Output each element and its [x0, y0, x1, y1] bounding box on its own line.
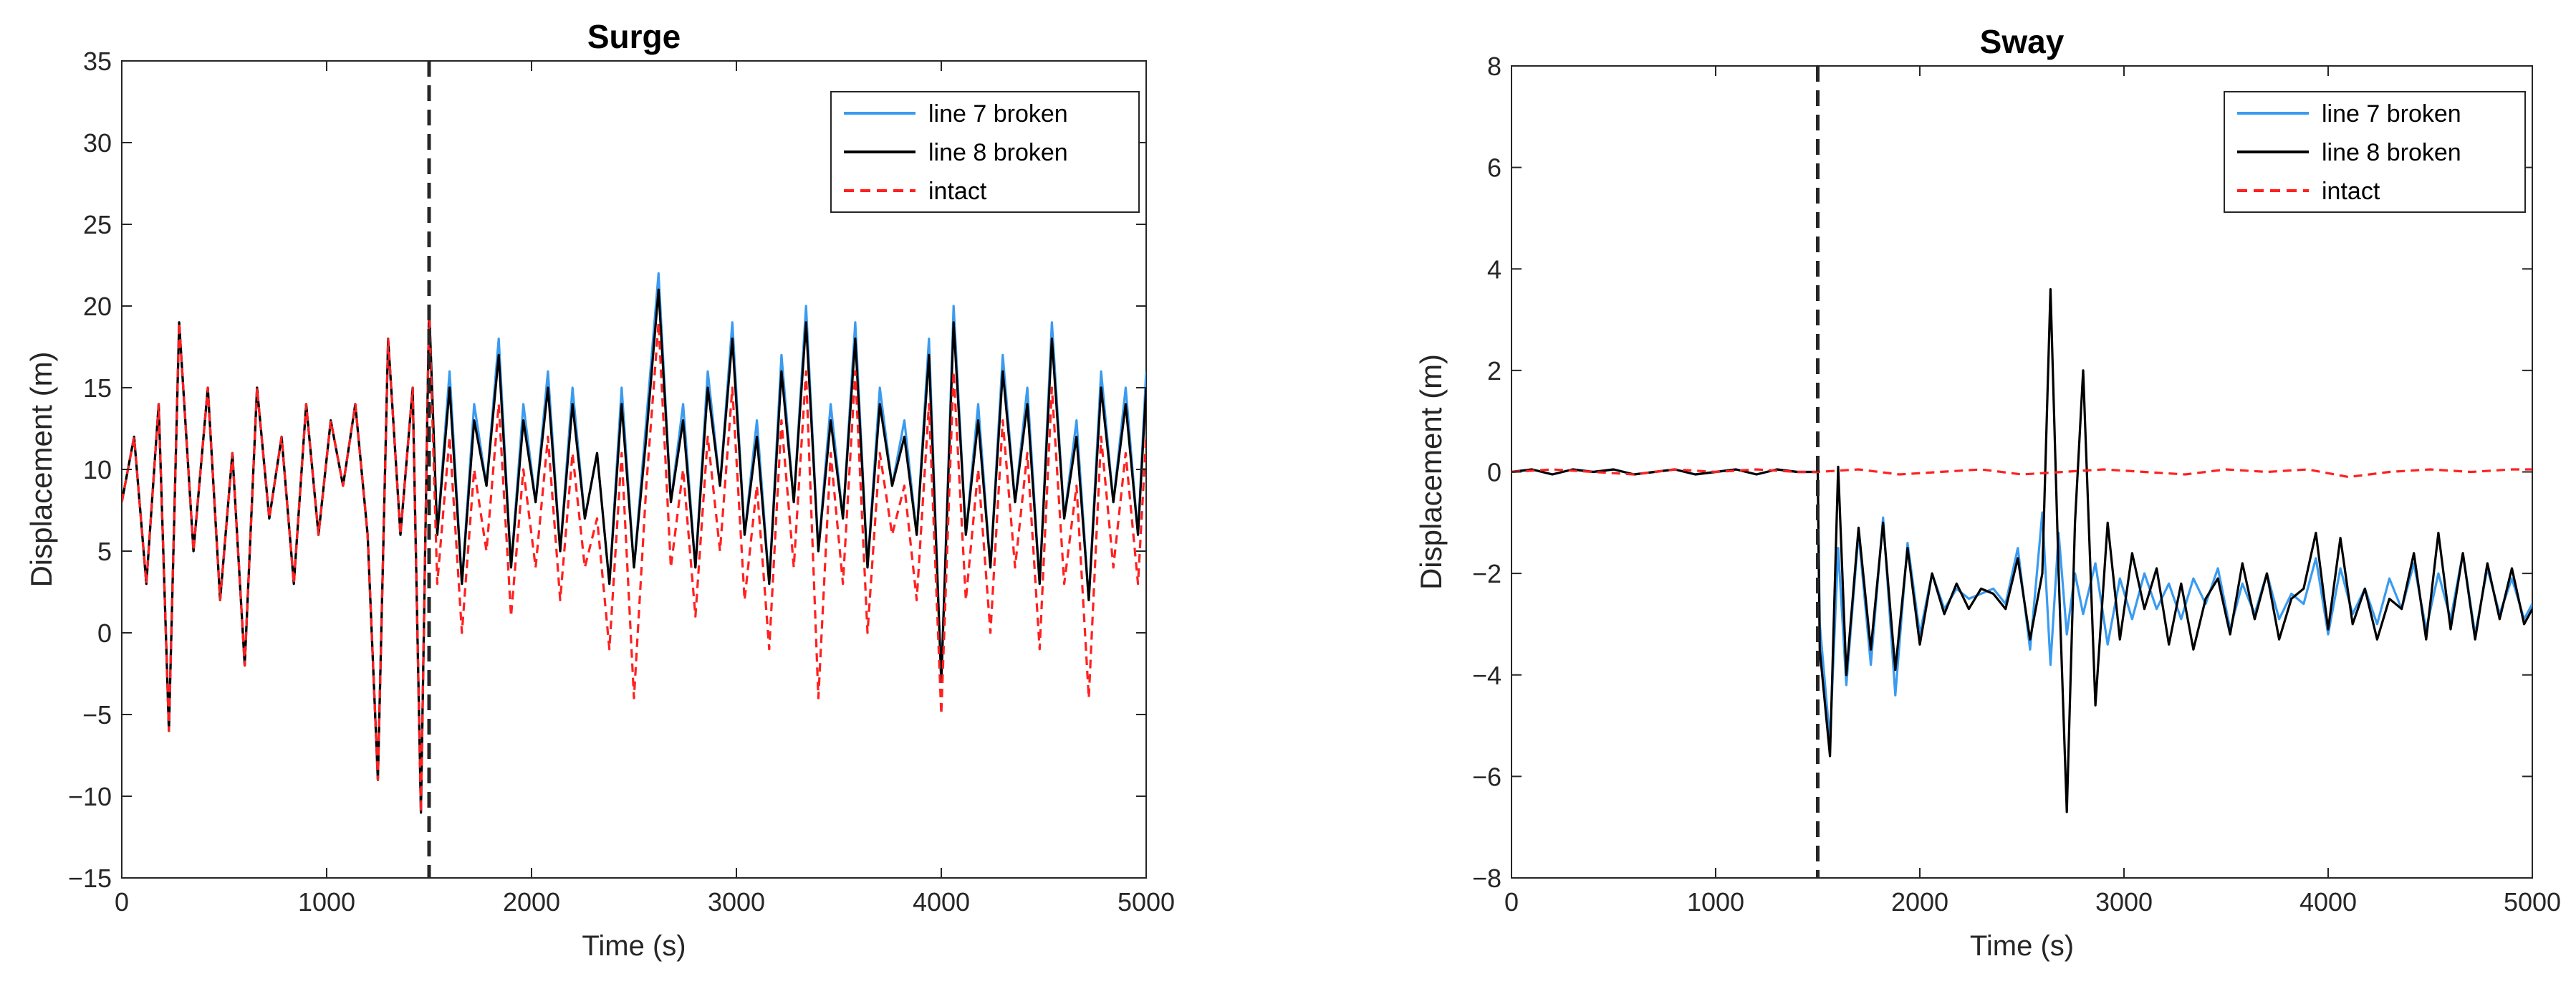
- y-tick-label: 6: [1487, 153, 1501, 183]
- y-axis-label: Displacement (m): [1414, 354, 1448, 590]
- x-tick-label: 4000: [913, 887, 970, 917]
- y-tick-label: 5: [97, 537, 112, 566]
- y-tick-label: 35: [83, 47, 112, 76]
- x-tick-label: 4000: [2299, 887, 2357, 917]
- legend: line 7 broken line 8 broken intact: [830, 91, 1140, 213]
- y-tick-label: 15: [83, 373, 112, 403]
- series-line-line-8-broken: [122, 288, 1146, 814]
- series-group: [122, 272, 1146, 814]
- legend-label: line 7 broken: [928, 100, 1068, 128]
- y-tick-label: −10: [68, 782, 112, 811]
- y-tick-label: −5: [82, 700, 112, 730]
- y-tick-label: −6: [1472, 762, 1501, 791]
- y-tick-label: 20: [83, 292, 112, 321]
- sway-chart: 0 1000 2000 3000 4000 5000 −8 −6 −4 −2 0 2 4 6 8 Sway Ti…: [1414, 23, 2561, 962]
- legend-label: intact: [2322, 178, 2380, 205]
- y-tick-label: 25: [83, 210, 112, 239]
- y-axis-label: Displacement (m): [24, 351, 58, 587]
- x-axis-label: Time (s): [1970, 930, 2074, 962]
- x-tick-label: 1000: [1687, 887, 1744, 917]
- chart-title: Surge: [587, 18, 681, 55]
- legend-label: line 8 broken: [928, 139, 1068, 166]
- x-tick-label: 5000: [2504, 887, 2561, 917]
- y-tick-label: 0: [97, 618, 112, 648]
- x-tick-label: 0: [115, 887, 129, 917]
- x-tick-label: 2000: [1891, 887, 1948, 917]
- y-tick-label: −15: [68, 864, 112, 893]
- y-tick-label: 4: [1487, 254, 1501, 284]
- legend: line 7 broken line 8 broken intact: [2224, 91, 2526, 213]
- chart-title: Sway: [1980, 23, 2065, 60]
- series-line-intact: [122, 305, 1146, 814]
- y-tick-label: 8: [1487, 52, 1501, 81]
- y-tick-label: −2: [1472, 559, 1501, 588]
- x-tick-label: 3000: [708, 887, 765, 917]
- y-tick-label: 0: [1487, 458, 1501, 487]
- legend-label: line 7 broken: [2322, 100, 2461, 128]
- y-tick-label: −4: [1472, 661, 1501, 690]
- legend-label: intact: [928, 178, 987, 205]
- x-axis-label: Time (s): [582, 930, 686, 962]
- x-tick-label: 3000: [2095, 887, 2153, 917]
- series-group: [1512, 288, 2532, 813]
- y-tick-label: 2: [1487, 356, 1501, 386]
- y-tick-label: 30: [83, 128, 112, 158]
- surge-chart: 0 1000 2000 3000 4000 5000 −15 −10 −5 0 5 10 15 20 25 3…: [24, 18, 1175, 962]
- series-line-intact: [1512, 468, 2532, 479]
- x-tick-label: 1000: [298, 887, 355, 917]
- x-tick-label: 5000: [1118, 887, 1175, 917]
- x-tick-label: 2000: [503, 887, 560, 917]
- y-tick-label: 10: [83, 455, 112, 484]
- y-tick-label: −8: [1472, 864, 1501, 893]
- x-tick-label: 0: [1504, 887, 1519, 917]
- legend-label: line 8 broken: [2322, 139, 2461, 166]
